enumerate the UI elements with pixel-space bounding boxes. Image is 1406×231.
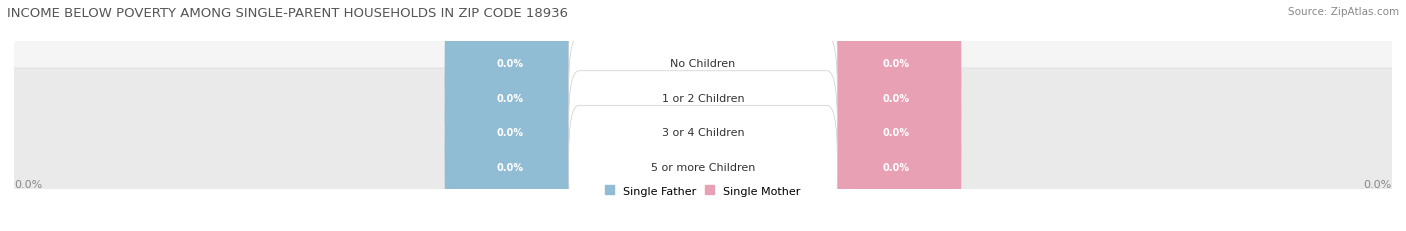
FancyBboxPatch shape	[831, 37, 962, 160]
Text: 0.0%: 0.0%	[496, 128, 523, 138]
FancyBboxPatch shape	[444, 37, 575, 160]
FancyBboxPatch shape	[0, 0, 1406, 197]
Text: INCOME BELOW POVERTY AMONG SINGLE-PARENT HOUSEHOLDS IN ZIP CODE 18936: INCOME BELOW POVERTY AMONG SINGLE-PARENT…	[7, 7, 568, 20]
FancyBboxPatch shape	[831, 3, 962, 125]
Text: 5 or more Children: 5 or more Children	[651, 162, 755, 172]
Text: 0.0%: 0.0%	[883, 59, 910, 69]
Text: Source: ZipAtlas.com: Source: ZipAtlas.com	[1288, 7, 1399, 17]
Text: 0.0%: 0.0%	[496, 162, 523, 172]
Text: 0.0%: 0.0%	[496, 93, 523, 103]
Text: 0.0%: 0.0%	[883, 93, 910, 103]
FancyBboxPatch shape	[568, 37, 838, 160]
Text: 0.0%: 0.0%	[883, 128, 910, 138]
FancyBboxPatch shape	[568, 3, 838, 125]
FancyBboxPatch shape	[444, 106, 575, 228]
FancyBboxPatch shape	[0, 69, 1406, 231]
Text: 1 or 2 Children: 1 or 2 Children	[662, 93, 744, 103]
FancyBboxPatch shape	[831, 106, 962, 228]
FancyBboxPatch shape	[0, 0, 1406, 162]
Text: 0.0%: 0.0%	[1364, 179, 1392, 189]
FancyBboxPatch shape	[568, 71, 838, 194]
Text: No Children: No Children	[671, 59, 735, 69]
Text: 0.0%: 0.0%	[14, 179, 42, 189]
FancyBboxPatch shape	[444, 3, 575, 125]
FancyBboxPatch shape	[0, 34, 1406, 231]
FancyBboxPatch shape	[568, 106, 838, 228]
Legend: Single Father, Single Mother: Single Father, Single Mother	[606, 186, 800, 196]
Text: 0.0%: 0.0%	[883, 162, 910, 172]
FancyBboxPatch shape	[831, 71, 962, 194]
Text: 3 or 4 Children: 3 or 4 Children	[662, 128, 744, 138]
FancyBboxPatch shape	[444, 71, 575, 194]
Text: 0.0%: 0.0%	[496, 59, 523, 69]
